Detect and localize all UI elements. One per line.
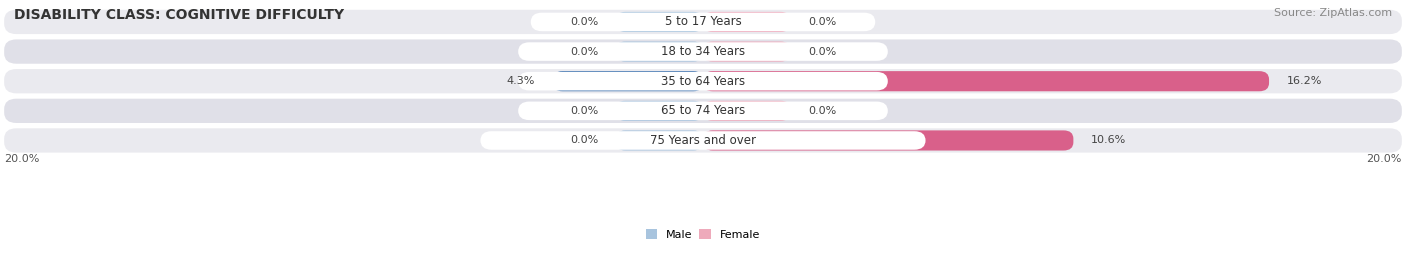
Text: 0.0%: 0.0%: [569, 136, 598, 146]
FancyBboxPatch shape: [530, 13, 876, 31]
Text: 0.0%: 0.0%: [569, 47, 598, 56]
Text: 16.2%: 16.2%: [1286, 76, 1322, 86]
FancyBboxPatch shape: [616, 12, 703, 32]
Text: 5 to 17 Years: 5 to 17 Years: [665, 15, 741, 29]
Legend: Male, Female: Male, Female: [647, 229, 759, 240]
Text: 35 to 64 Years: 35 to 64 Years: [661, 75, 745, 88]
FancyBboxPatch shape: [703, 12, 790, 32]
Text: 4.3%: 4.3%: [508, 76, 536, 86]
FancyBboxPatch shape: [616, 101, 703, 121]
FancyBboxPatch shape: [703, 130, 1073, 151]
FancyBboxPatch shape: [4, 99, 1402, 123]
Text: Source: ZipAtlas.com: Source: ZipAtlas.com: [1274, 8, 1392, 18]
Text: 0.0%: 0.0%: [569, 17, 598, 27]
Text: 20.0%: 20.0%: [1367, 154, 1402, 164]
Text: 0.0%: 0.0%: [569, 106, 598, 116]
FancyBboxPatch shape: [4, 69, 1402, 93]
FancyBboxPatch shape: [4, 40, 1402, 64]
Text: 75 Years and over: 75 Years and over: [650, 134, 756, 147]
Text: 65 to 74 Years: 65 to 74 Years: [661, 104, 745, 117]
FancyBboxPatch shape: [481, 131, 925, 150]
Text: 0.0%: 0.0%: [808, 106, 837, 116]
Text: 18 to 34 Years: 18 to 34 Years: [661, 45, 745, 58]
FancyBboxPatch shape: [553, 71, 703, 91]
FancyBboxPatch shape: [4, 128, 1402, 153]
FancyBboxPatch shape: [519, 42, 887, 61]
FancyBboxPatch shape: [519, 102, 887, 120]
Text: 0.0%: 0.0%: [808, 17, 837, 27]
Text: 20.0%: 20.0%: [4, 154, 39, 164]
FancyBboxPatch shape: [4, 10, 1402, 34]
Text: 10.6%: 10.6%: [1091, 136, 1126, 146]
FancyBboxPatch shape: [616, 130, 703, 151]
FancyBboxPatch shape: [703, 71, 1270, 91]
FancyBboxPatch shape: [703, 41, 790, 62]
Text: 0.0%: 0.0%: [808, 47, 837, 56]
Text: DISABILITY CLASS: COGNITIVE DIFFICULTY: DISABILITY CLASS: COGNITIVE DIFFICULTY: [14, 8, 344, 22]
FancyBboxPatch shape: [616, 41, 703, 62]
FancyBboxPatch shape: [519, 72, 887, 90]
FancyBboxPatch shape: [703, 101, 790, 121]
